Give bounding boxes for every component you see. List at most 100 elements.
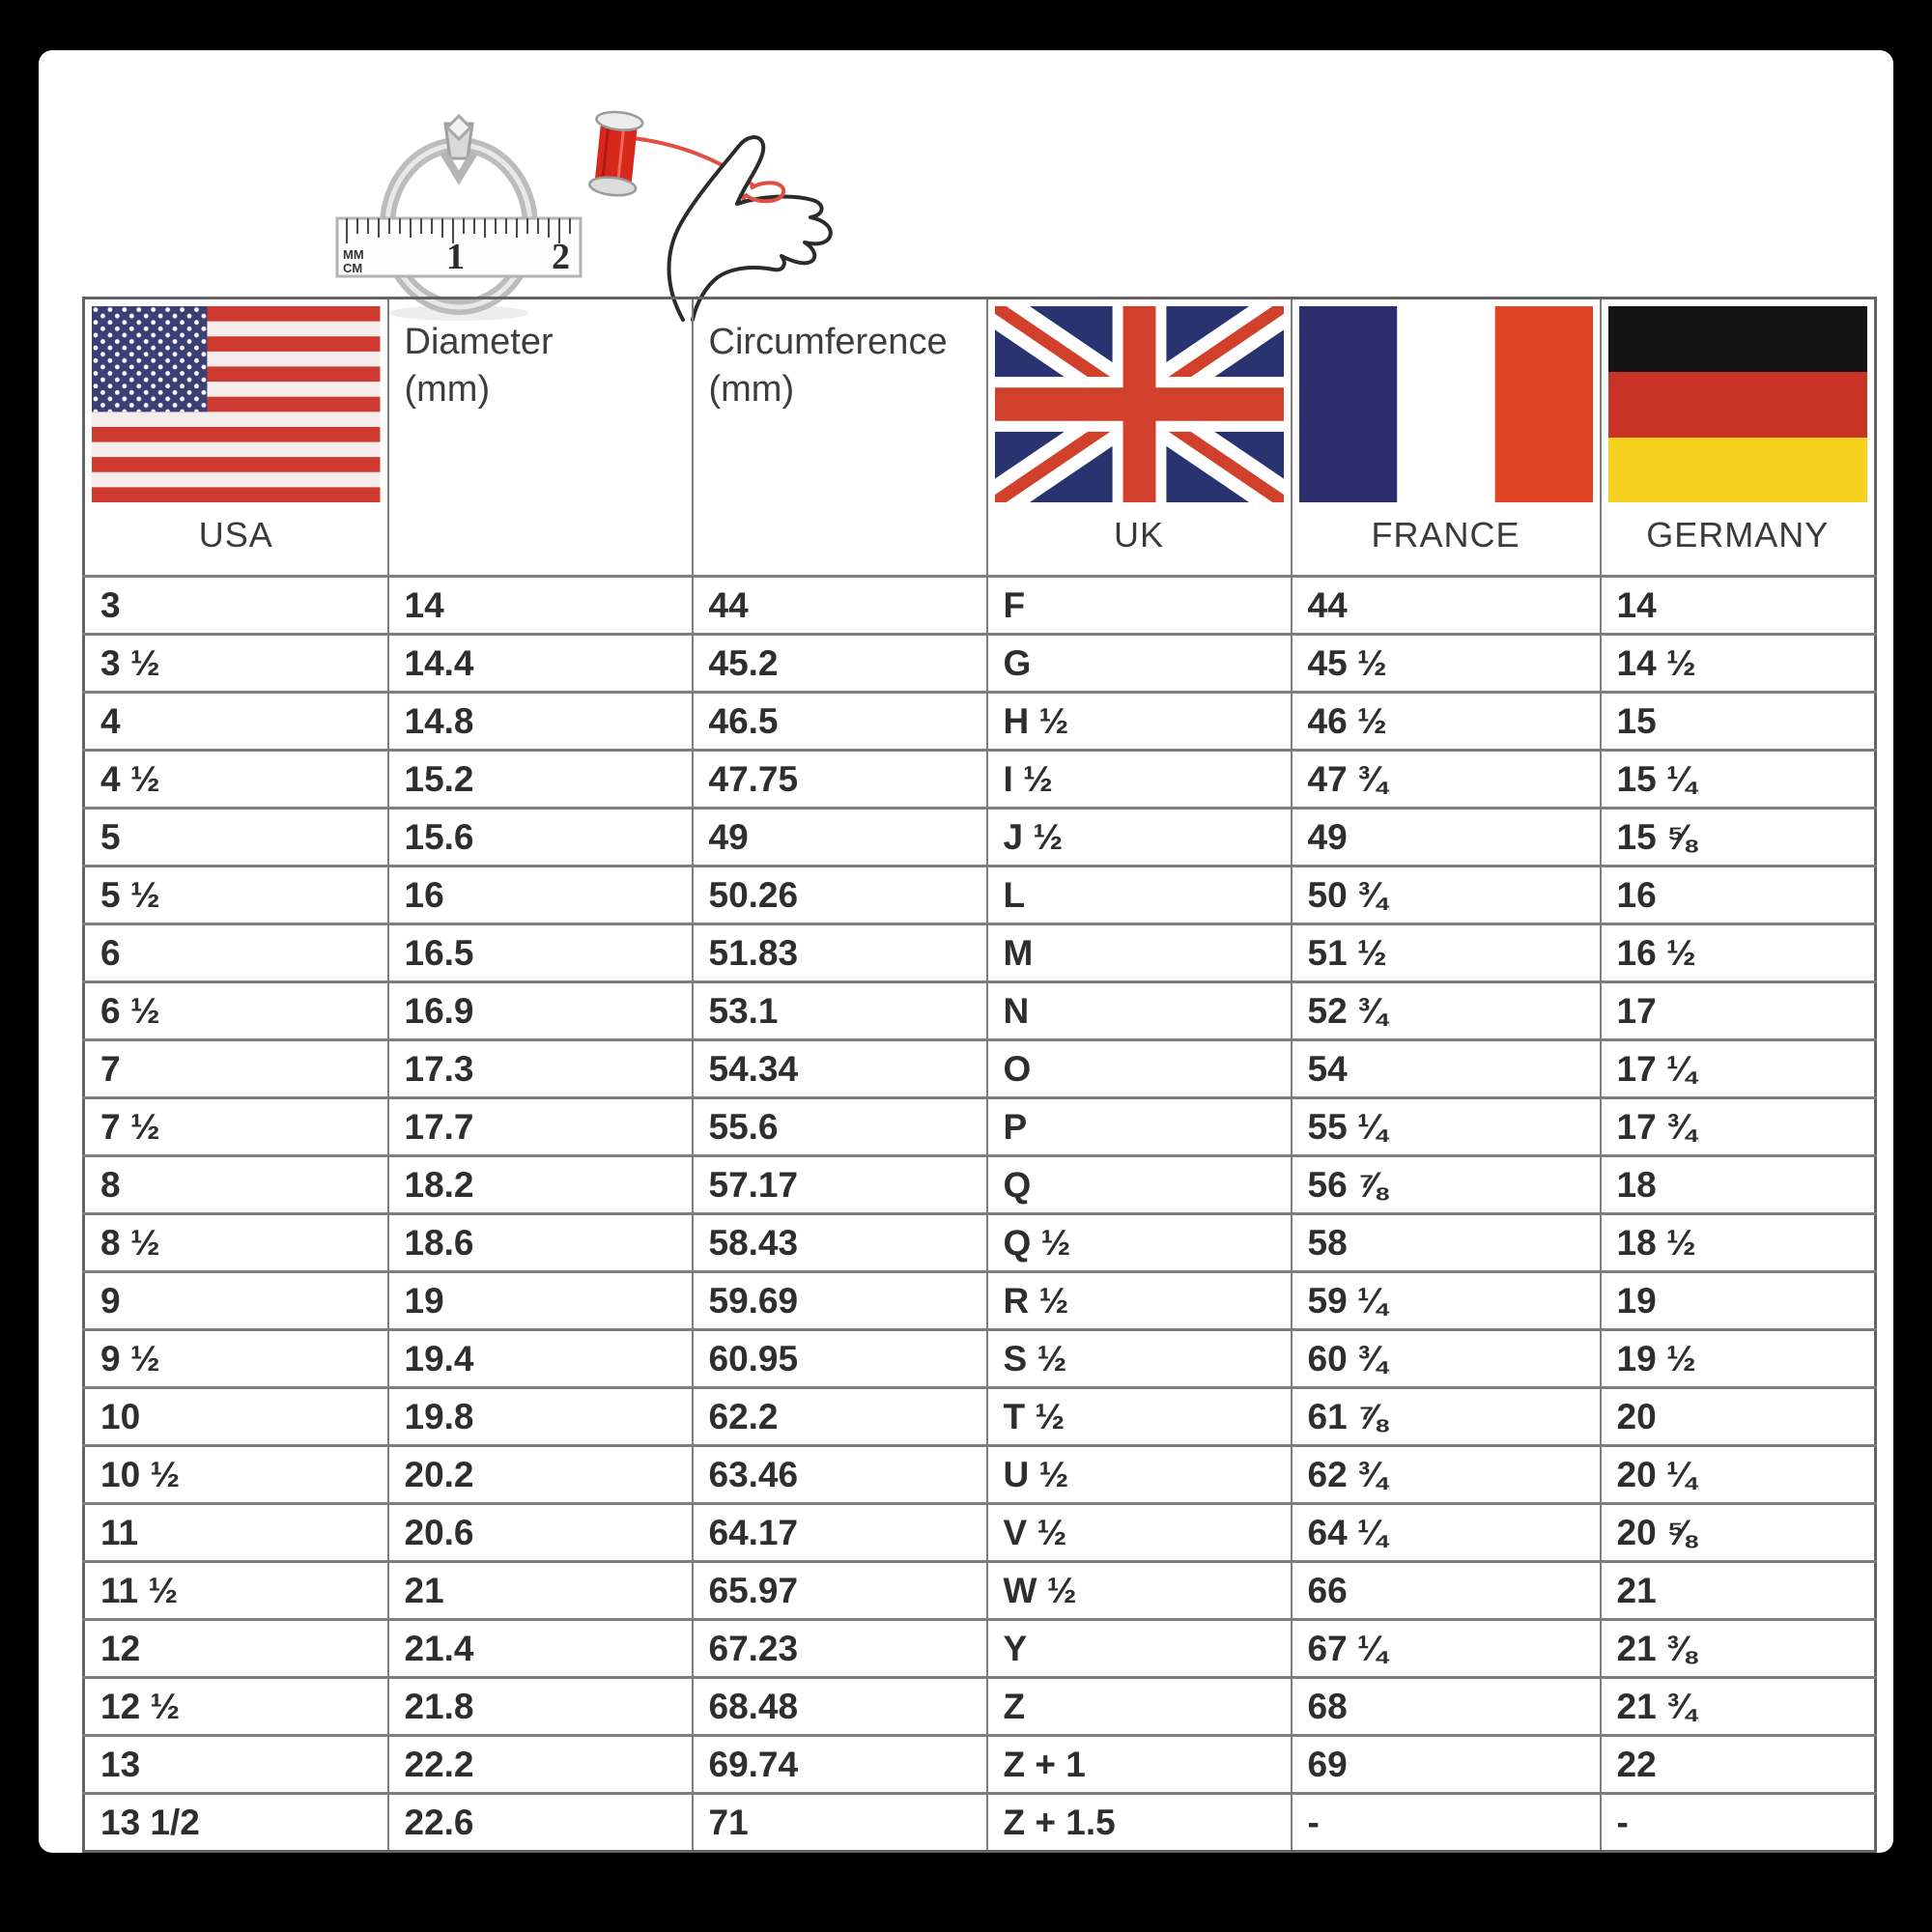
cell-diameter: 20.2 xyxy=(386,1444,694,1505)
cell-uk: U ½ xyxy=(985,1444,1293,1505)
cell-circumference: 57.17 xyxy=(691,1154,988,1215)
cell-germany: 17 ¼ xyxy=(1599,1038,1877,1099)
table-row: 8 ½ 18.6 58.43 Q ½ 58 18 ½ xyxy=(82,1212,1877,1273)
usa-label: USA xyxy=(198,515,273,554)
cell-uk: Y xyxy=(985,1618,1293,1679)
cell-uk: N xyxy=(985,980,1293,1041)
cell-circumference: 58.43 xyxy=(691,1212,988,1273)
table-row: 12 ½ 21.8 68.48 Z 68 21 ¾ xyxy=(82,1676,1877,1737)
ring-on-ruler-icon: MM CM 1 2 xyxy=(319,89,599,326)
cell-france: 47 ¾ xyxy=(1290,749,1602,810)
cell-usa: 13 xyxy=(82,1734,389,1795)
cell-germany: 20 ¼ xyxy=(1599,1444,1877,1505)
cell-diameter: 21.8 xyxy=(386,1676,694,1737)
cell-circumference: 71 xyxy=(691,1792,988,1853)
table-row: 5 15.6 49 J ½ 49 15 ⅝ xyxy=(82,807,1877,867)
cell-uk: V ½ xyxy=(985,1502,1293,1563)
cell-uk: P xyxy=(985,1096,1293,1157)
cell-usa: 7 xyxy=(82,1038,389,1099)
diameter-label: Diameter xyxy=(404,322,554,362)
cell-circumference: 69.74 xyxy=(691,1734,988,1795)
ring-size-table: USA Diameter (mm) Circumference (mm) xyxy=(82,297,1877,1853)
cell-usa: 3 xyxy=(82,575,389,636)
table-row: 6 ½ 16.9 53.1 N 52 ¾ 17 xyxy=(82,980,1877,1041)
cell-circumference: 50.26 xyxy=(691,865,988,925)
cell-diameter: 15.6 xyxy=(386,807,694,867)
cell-circumference: 45.2 xyxy=(691,633,988,694)
cell-usa: 8 ½ xyxy=(82,1212,389,1273)
table-row: 5 ½ 16 50.26 L 50 ¾ 16 xyxy=(82,865,1877,925)
cell-uk: W ½ xyxy=(985,1560,1293,1621)
diameter-unit: (mm) xyxy=(404,369,491,411)
column-header-uk: UK xyxy=(985,297,1293,578)
cell-usa: 6 ½ xyxy=(82,980,389,1041)
cell-germany: 16 xyxy=(1599,865,1877,925)
table-row: 4 ½ 15.2 47.75 I ½ 47 ¾ 15 ¼ xyxy=(82,749,1877,810)
cell-usa: 12 ½ xyxy=(82,1676,389,1737)
table-row: 3 14 44 F 44 14 xyxy=(82,575,1877,636)
cell-france: 56 ⅞ xyxy=(1290,1154,1602,1215)
cell-usa: 5 xyxy=(82,807,389,867)
cell-usa: 11 xyxy=(82,1502,389,1563)
cell-france: 55 ¼ xyxy=(1290,1096,1602,1157)
cell-uk: Q ½ xyxy=(985,1212,1293,1273)
cell-uk: Z + 1 xyxy=(985,1734,1293,1795)
cell-germany: 14 ½ xyxy=(1599,633,1877,694)
germany-label: GERMANY xyxy=(1646,515,1830,554)
cell-uk: Z + 1.5 xyxy=(985,1792,1293,1853)
table-row: 9 19 59.69 R ½ 59 ¼ 19 xyxy=(82,1270,1877,1331)
ruler-number-1: 1 xyxy=(446,237,465,277)
table-row: 11 20.6 64.17 V ½ 64 ¼ 20 ⅝ xyxy=(82,1502,1877,1563)
cell-circumference: 62.2 xyxy=(691,1386,988,1447)
cell-france: 59 ¼ xyxy=(1290,1270,1602,1331)
cell-france: 58 xyxy=(1290,1212,1602,1273)
cell-france: 64 ¼ xyxy=(1290,1502,1602,1563)
cell-france: 51 ½ xyxy=(1290,923,1602,983)
cell-circumference: 65.97 xyxy=(691,1560,988,1621)
cell-circumference: 47.75 xyxy=(691,749,988,810)
column-header-france: FRANCE xyxy=(1290,297,1602,578)
cell-diameter: 22.6 xyxy=(386,1792,694,1853)
us-flag-icon xyxy=(86,300,386,502)
cell-diameter: 14.8 xyxy=(386,691,694,752)
cell-france: - xyxy=(1290,1792,1602,1853)
cell-uk: J ½ xyxy=(985,807,1293,867)
table-row: 6 16.5 51.83 M 51 ½ 16 ½ xyxy=(82,923,1877,983)
cell-diameter: 15.2 xyxy=(386,749,694,810)
cell-diameter: 17.7 xyxy=(386,1096,694,1157)
cell-diameter: 21 xyxy=(386,1560,694,1621)
thread-spool-icon xyxy=(588,110,644,197)
table-row: 11 ½ 21 65.97 W ½ 66 21 xyxy=(82,1560,1877,1621)
cell-germany: 15 xyxy=(1599,691,1877,752)
cell-france: 61 ⅞ xyxy=(1290,1386,1602,1447)
cell-usa: 7 ½ xyxy=(82,1096,389,1157)
column-header-germany: GERMANY xyxy=(1599,297,1877,578)
cell-france: 46 ½ xyxy=(1290,691,1602,752)
table-row: 3 ½ 14.4 45.2 G 45 ½ 14 ½ xyxy=(82,633,1877,694)
column-header-circumference: Circumference (mm) xyxy=(691,297,988,578)
cell-germany: 22 xyxy=(1599,1734,1877,1795)
cell-france: 54 xyxy=(1290,1038,1602,1099)
cell-usa: 10 ½ xyxy=(82,1444,389,1505)
cell-uk: L xyxy=(985,865,1293,925)
cell-france: 50 ¾ xyxy=(1290,865,1602,925)
cell-germany: 18 ½ xyxy=(1599,1212,1877,1273)
table-row: 7 ½ 17.7 55.6 P 55 ¼ 17 ¾ xyxy=(82,1096,1877,1157)
table-row: 7 17.3 54.34 O 54 17 ¼ xyxy=(82,1038,1877,1099)
cell-germany: - xyxy=(1599,1792,1877,1853)
france-label: FRANCE xyxy=(1371,515,1520,554)
cell-diameter: 17.3 xyxy=(386,1038,694,1099)
cell-circumference: 54.34 xyxy=(691,1038,988,1099)
cell-usa: 4 xyxy=(82,691,389,752)
cell-germany: 17 xyxy=(1599,980,1877,1041)
cell-circumference: 60.95 xyxy=(691,1328,988,1389)
cell-usa: 8 xyxy=(82,1154,389,1215)
cell-diameter: 16.9 xyxy=(386,980,694,1041)
cell-circumference: 51.83 xyxy=(691,923,988,983)
uk-flag-icon xyxy=(989,300,1290,502)
cell-usa: 11 ½ xyxy=(82,1560,389,1621)
cell-uk: R ½ xyxy=(985,1270,1293,1331)
cell-usa: 9 xyxy=(82,1270,389,1331)
cell-germany: 15 ⅝ xyxy=(1599,807,1877,867)
cell-france: 45 ½ xyxy=(1290,633,1602,694)
